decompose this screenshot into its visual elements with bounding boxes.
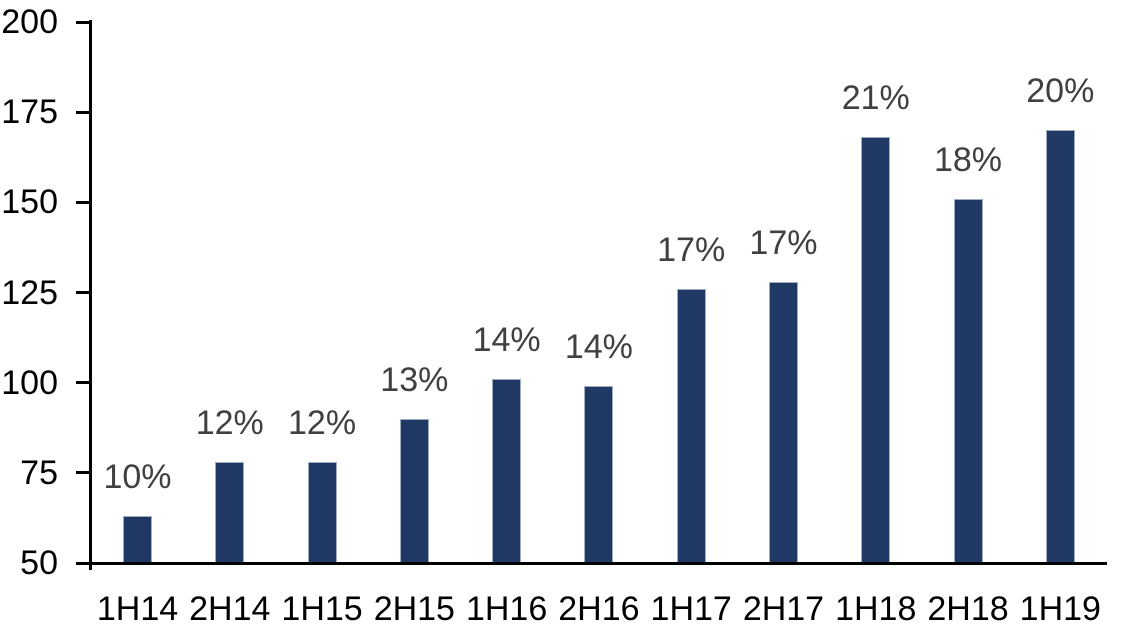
y-axis-tick-label: 150 (1, 183, 58, 222)
x-axis-label: 2H16 (558, 590, 640, 628)
x-axis-label: 2H17 (742, 590, 825, 628)
bar-data-label: 12% (195, 404, 264, 442)
bar-data-label: 20% (1026, 72, 1095, 111)
y-axis-tick-label: 200 (1, 3, 58, 41)
y-axis-tick-label: 125 (1, 273, 58, 312)
y-axis-tick (76, 20, 89, 24)
y-axis-tick (76, 381, 89, 385)
x-axis-label: 1H17 (650, 590, 732, 628)
bar-1H19 (1045, 130, 1075, 565)
y-axis-tick (76, 200, 89, 204)
x-axis-label: 1H16 (465, 590, 548, 628)
x-axis-label: 1H15 (281, 590, 363, 628)
bar-2H14 (215, 462, 245, 565)
bar-data-label: 13% (380, 360, 449, 399)
x-axis-label: 2H14 (189, 590, 271, 628)
bar-data-label: 17% (749, 223, 818, 262)
bar-data-label: 12% (288, 404, 357, 442)
y-axis-tick (76, 110, 89, 114)
x-axis-label: 1H14 (96, 590, 179, 628)
bar-1H14 (123, 516, 152, 565)
bar-2H18 (953, 198, 983, 565)
x-axis-label: 2H18 (927, 590, 1009, 628)
bar-data-label: 18% (933, 140, 1003, 179)
bar-2H15 (399, 418, 429, 565)
bar-data-label: 14% (472, 321, 541, 360)
y-axis-tick-label: 100 (1, 363, 58, 402)
y-axis-tick-label: 175 (1, 93, 58, 132)
y-axis-tick-label: 50 (20, 544, 58, 582)
bar-2H17 (768, 281, 798, 565)
x-axis-label: 1H18 (835, 590, 917, 628)
x-axis-label: 1H19 (1019, 590, 1101, 628)
y-axis-tick-label: 75 (20, 453, 58, 492)
x-axis-label: 2H15 (373, 590, 455, 628)
y-axis-tick (76, 471, 89, 475)
bar-1H16 (492, 379, 522, 565)
bar-data-label: 21% (841, 79, 910, 118)
bar-data-label: 10% (103, 458, 172, 497)
bar-2H16 (584, 386, 614, 565)
bar-data-label: 14% (564, 328, 633, 367)
y-axis-tick (76, 291, 89, 294)
bar-1H18 (861, 137, 891, 565)
x-axis-line (77, 561, 1107, 565)
bar-1H15 (307, 462, 337, 565)
y-axis-line (89, 20, 92, 570)
bar-1H17 (676, 288, 706, 565)
bar-data-label: 17% (657, 230, 726, 269)
